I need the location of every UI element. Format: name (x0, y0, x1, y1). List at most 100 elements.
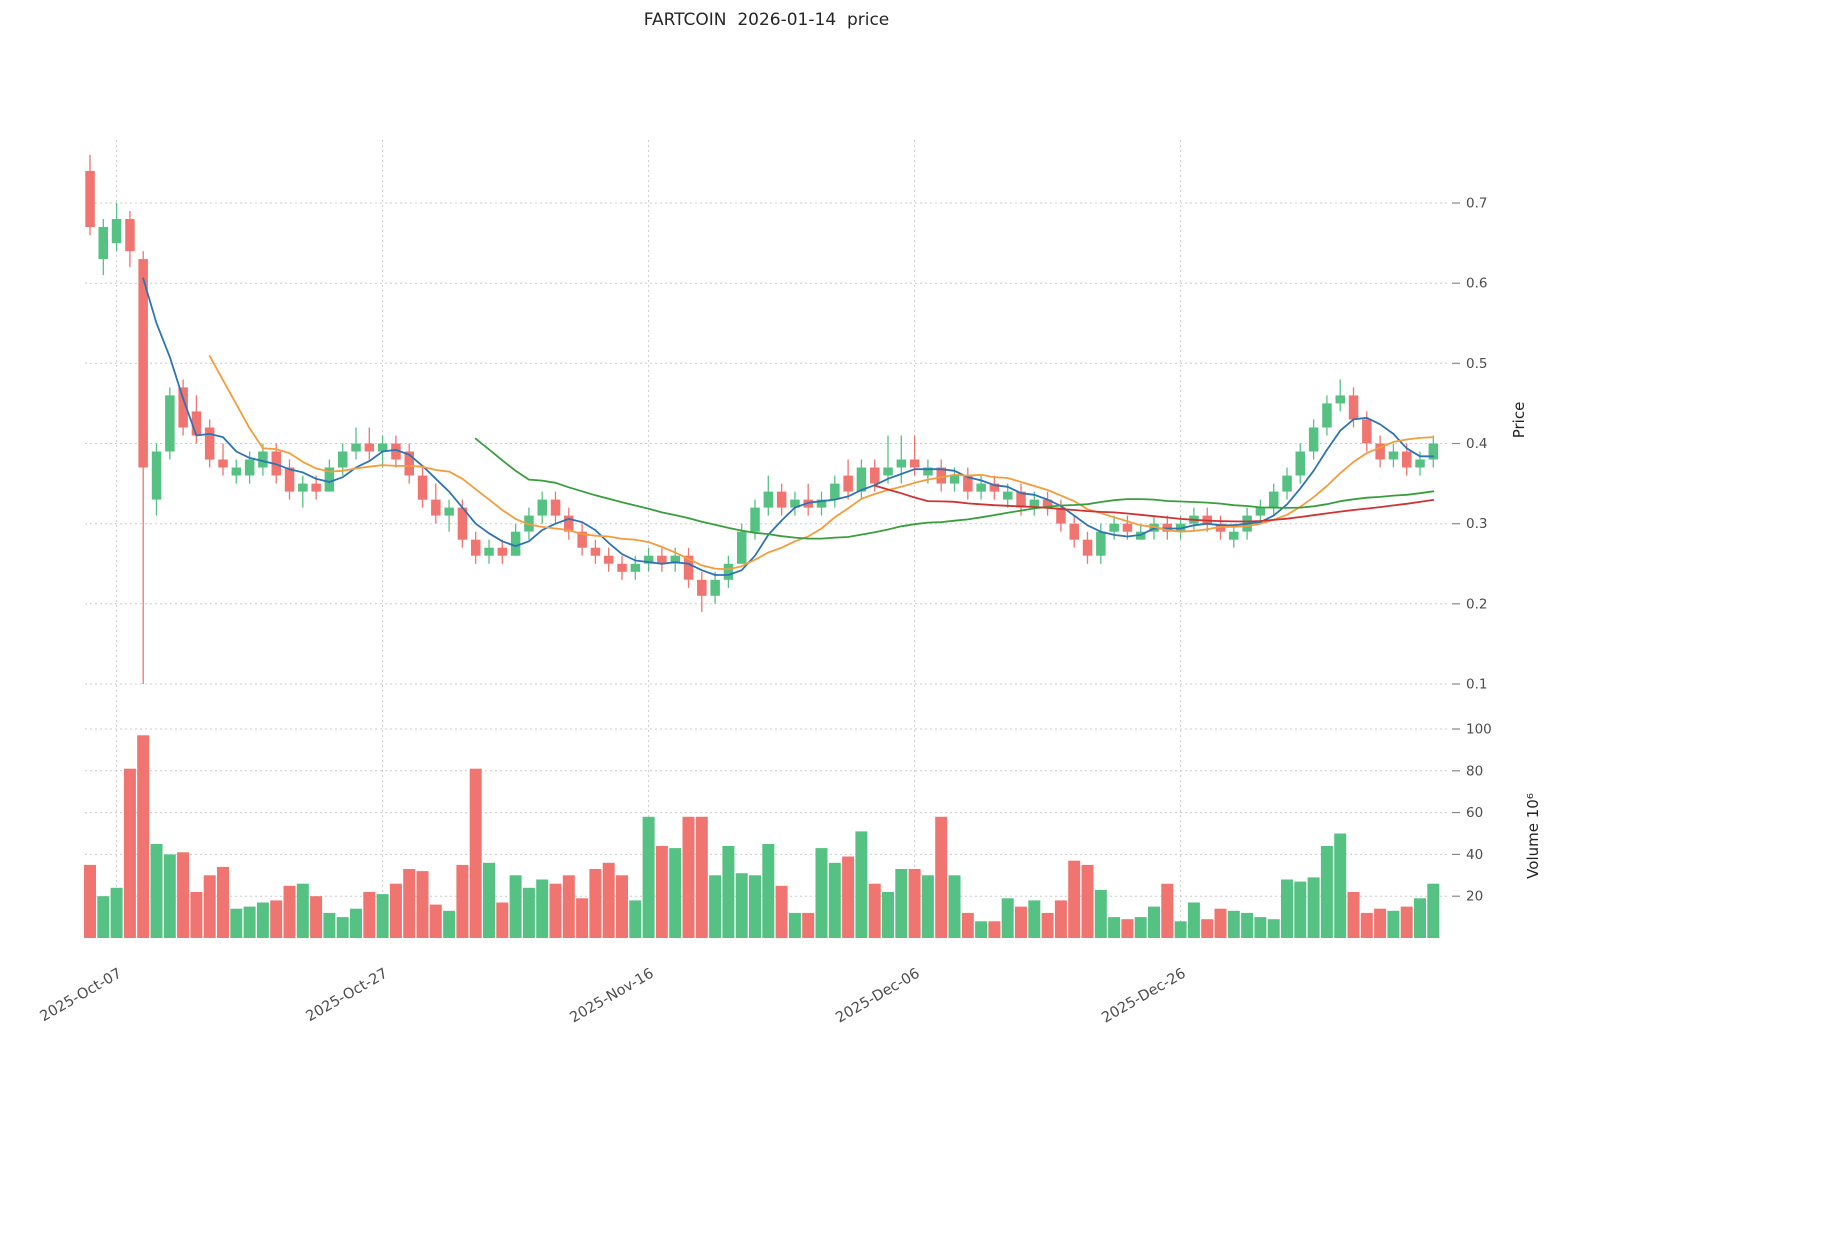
candle-body (1122, 523, 1133, 532)
candle-body (191, 411, 202, 436)
volume-bar (336, 917, 349, 938)
candle-body (98, 227, 108, 260)
candle-body (138, 259, 148, 468)
candle-body (590, 547, 601, 556)
candle-body (1388, 451, 1399, 460)
volume-bar (376, 894, 389, 938)
date-tick-label: 2025-Dec-06 (833, 966, 922, 1027)
candle-body (417, 475, 428, 500)
candle-body (204, 427, 215, 460)
volume-bar (1121, 919, 1134, 938)
volume-bar (1347, 892, 1360, 938)
volume-bar (416, 871, 429, 938)
candle-body (710, 579, 720, 596)
volume-bar (1068, 860, 1081, 938)
candle-body (750, 507, 760, 532)
volume-bar (137, 735, 150, 938)
ma-line-10 (208, 355, 1435, 571)
volume-bar (1427, 883, 1440, 938)
volume-bar (509, 875, 522, 938)
candle-body (976, 483, 986, 492)
candle-body (1348, 395, 1359, 420)
volume-bar (1227, 910, 1240, 938)
candle-body (883, 467, 893, 476)
volume-bar (735, 873, 748, 938)
volume-bar (709, 875, 722, 938)
volume-bar (443, 910, 456, 938)
volume-bar (177, 852, 190, 938)
candle-body (311, 483, 321, 492)
volume-bar (270, 900, 283, 938)
volume-bar (363, 892, 376, 938)
volume-bar (669, 848, 682, 938)
volume-bar (1094, 889, 1107, 938)
volume-bar (243, 906, 256, 938)
volume-bar (256, 902, 269, 938)
candle-body (231, 467, 242, 476)
volume-bar (842, 856, 855, 938)
candle-body (1282, 475, 1292, 492)
candle-body (151, 451, 162, 500)
volume-bar (815, 848, 828, 938)
volume-bar (1001, 898, 1014, 938)
volume-bar (536, 879, 549, 938)
candle-body (1428, 443, 1439, 460)
volume-bar (456, 864, 469, 938)
candle-body (1255, 507, 1266, 516)
candle-body (1269, 491, 1279, 508)
candle-body (1003, 491, 1013, 500)
volume-bar (1054, 900, 1067, 938)
candle-body (484, 547, 494, 556)
volume-bar (775, 885, 788, 939)
price-axis-title: Price (1510, 402, 1528, 439)
volume-bar (642, 816, 655, 938)
ma-line-60 (873, 484, 1435, 523)
volume-bar (429, 904, 442, 938)
price-tick-label: 0.7 (1466, 196, 1487, 212)
candle-body (1096, 531, 1106, 556)
volume-bar (310, 896, 323, 938)
volume-bar (1201, 919, 1214, 938)
volume-bar (948, 875, 961, 938)
candle-body (670, 555, 680, 564)
price-tick-label: 0.2 (1466, 596, 1487, 612)
volume-tick-label: 40 (1466, 847, 1483, 863)
candle-body (963, 475, 973, 492)
candle-body (351, 443, 361, 452)
candle-body (258, 451, 268, 468)
price-tick-label: 0.6 (1466, 276, 1487, 292)
candle-body (896, 459, 907, 468)
candle-body (816, 499, 827, 508)
volume-bar (655, 846, 668, 938)
volume-bar (350, 908, 362, 938)
volume-bar (749, 875, 761, 938)
volume-bar (1214, 908, 1227, 938)
gridlines (85, 140, 1448, 938)
volume-bar (682, 816, 695, 938)
volume-bar (389, 883, 402, 938)
volume-bar (1320, 846, 1333, 938)
candle-body (377, 443, 388, 452)
price-tick-label: 0.3 (1466, 516, 1487, 532)
volume-bar (722, 846, 735, 938)
candle-body (909, 459, 920, 468)
volume-bar (1081, 864, 1094, 938)
volume-bar (110, 887, 123, 938)
volume-bar (469, 768, 482, 938)
volume-bar (296, 883, 309, 938)
volume-bar (1387, 910, 1400, 938)
candle-body (1375, 443, 1385, 460)
candle-body (617, 563, 627, 572)
volume-bar (1360, 912, 1373, 938)
volume-bar (97, 896, 110, 938)
candles (85, 154, 1439, 684)
volume-bar (1267, 919, 1280, 938)
candle-body (936, 467, 946, 484)
volume-tick-label: 60 (1466, 805, 1483, 821)
volume-bar (629, 900, 642, 938)
candle-body (391, 443, 401, 460)
volume-bar (589, 869, 602, 938)
price-tick-label: 0.4 (1466, 436, 1487, 452)
volume-tick-label: 100 (1466, 722, 1492, 738)
